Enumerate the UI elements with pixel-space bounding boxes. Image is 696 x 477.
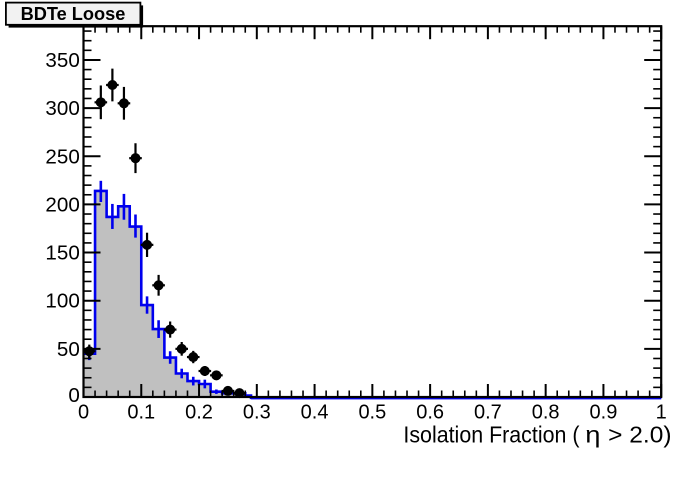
svg-text:50: 50	[57, 338, 80, 361]
svg-text:BDTe Loose: BDTe Loose	[21, 4, 126, 24]
svg-text:150: 150	[45, 242, 79, 265]
svg-text:0: 0	[68, 384, 79, 407]
svg-text:0.1: 0.1	[127, 401, 155, 423]
svg-text:200: 200	[45, 193, 79, 216]
svg-text:1: 1	[656, 401, 667, 423]
svg-text:0.7: 0.7	[474, 401, 502, 423]
svg-text:100: 100	[45, 290, 79, 313]
svg-text:350: 350	[45, 49, 79, 72]
svg-text:0.3: 0.3	[243, 401, 271, 423]
svg-text:Isolation Fraction (: Isolation Fraction (	[403, 421, 579, 447]
svg-text:300: 300	[45, 97, 79, 120]
svg-text:> 2.0): > 2.0)	[608, 421, 671, 447]
svg-text:0.9: 0.9	[590, 401, 618, 423]
svg-text:0.6: 0.6	[416, 401, 444, 423]
svg-text:0.8: 0.8	[532, 401, 560, 423]
svg-text:0: 0	[78, 401, 89, 423]
svg-text:0.4: 0.4	[301, 401, 329, 423]
svg-text:η: η	[585, 421, 600, 447]
svg-text:0.2: 0.2	[185, 401, 213, 423]
svg-text:250: 250	[45, 145, 79, 168]
svg-text:0.5: 0.5	[358, 401, 386, 423]
